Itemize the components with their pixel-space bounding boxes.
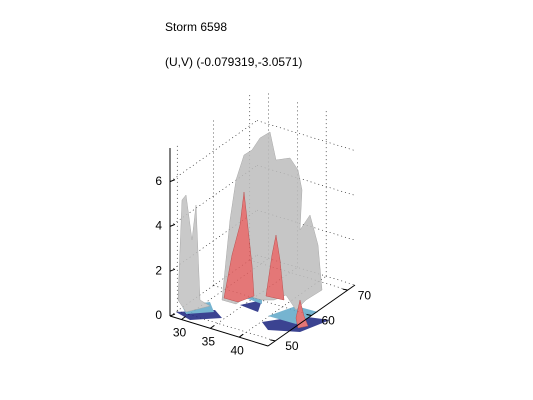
x-axis bbox=[169, 315, 269, 347]
surface-blob bbox=[265, 234, 309, 329]
isosurface bbox=[176, 131, 330, 332]
surface-blob bbox=[223, 191, 255, 303]
y-tick-label: 70 bbox=[358, 288, 372, 302]
y-tick bbox=[306, 314, 312, 316]
x-tick bbox=[238, 333, 244, 338]
grid-line bbox=[169, 120, 258, 182]
x-tick-label: 30 bbox=[173, 326, 187, 340]
chart-subtitle: (U,V) (-0.079319,-3.0571) bbox=[165, 55, 302, 69]
y-tick bbox=[342, 288, 348, 291]
y-tick-label: 60 bbox=[322, 314, 336, 328]
surface-blob bbox=[177, 194, 211, 313]
surface-blob bbox=[176, 300, 330, 332]
x-tick bbox=[210, 324, 215, 329]
surface-blob bbox=[182, 290, 318, 324]
axes: 0 2 4 6 30 35 40 50 60 70 bbox=[155, 148, 371, 357]
x-tick bbox=[181, 316, 186, 320]
z-tick bbox=[169, 223, 176, 227]
chart-title: Storm 6598 bbox=[165, 20, 227, 34]
z-tick bbox=[169, 179, 176, 183]
z-tick-label: 0 bbox=[155, 308, 162, 322]
z-tick-label: 6 bbox=[155, 174, 162, 188]
z-tick bbox=[169, 313, 176, 317]
z-tick-label: 2 bbox=[155, 263, 162, 277]
y-tick-label: 50 bbox=[285, 339, 299, 353]
x-tick-label: 40 bbox=[230, 343, 244, 357]
y-tick bbox=[270, 339, 276, 342]
z-tick-label: 4 bbox=[155, 219, 162, 233]
z-tick bbox=[169, 268, 176, 272]
x-tick-label: 35 bbox=[202, 335, 216, 349]
